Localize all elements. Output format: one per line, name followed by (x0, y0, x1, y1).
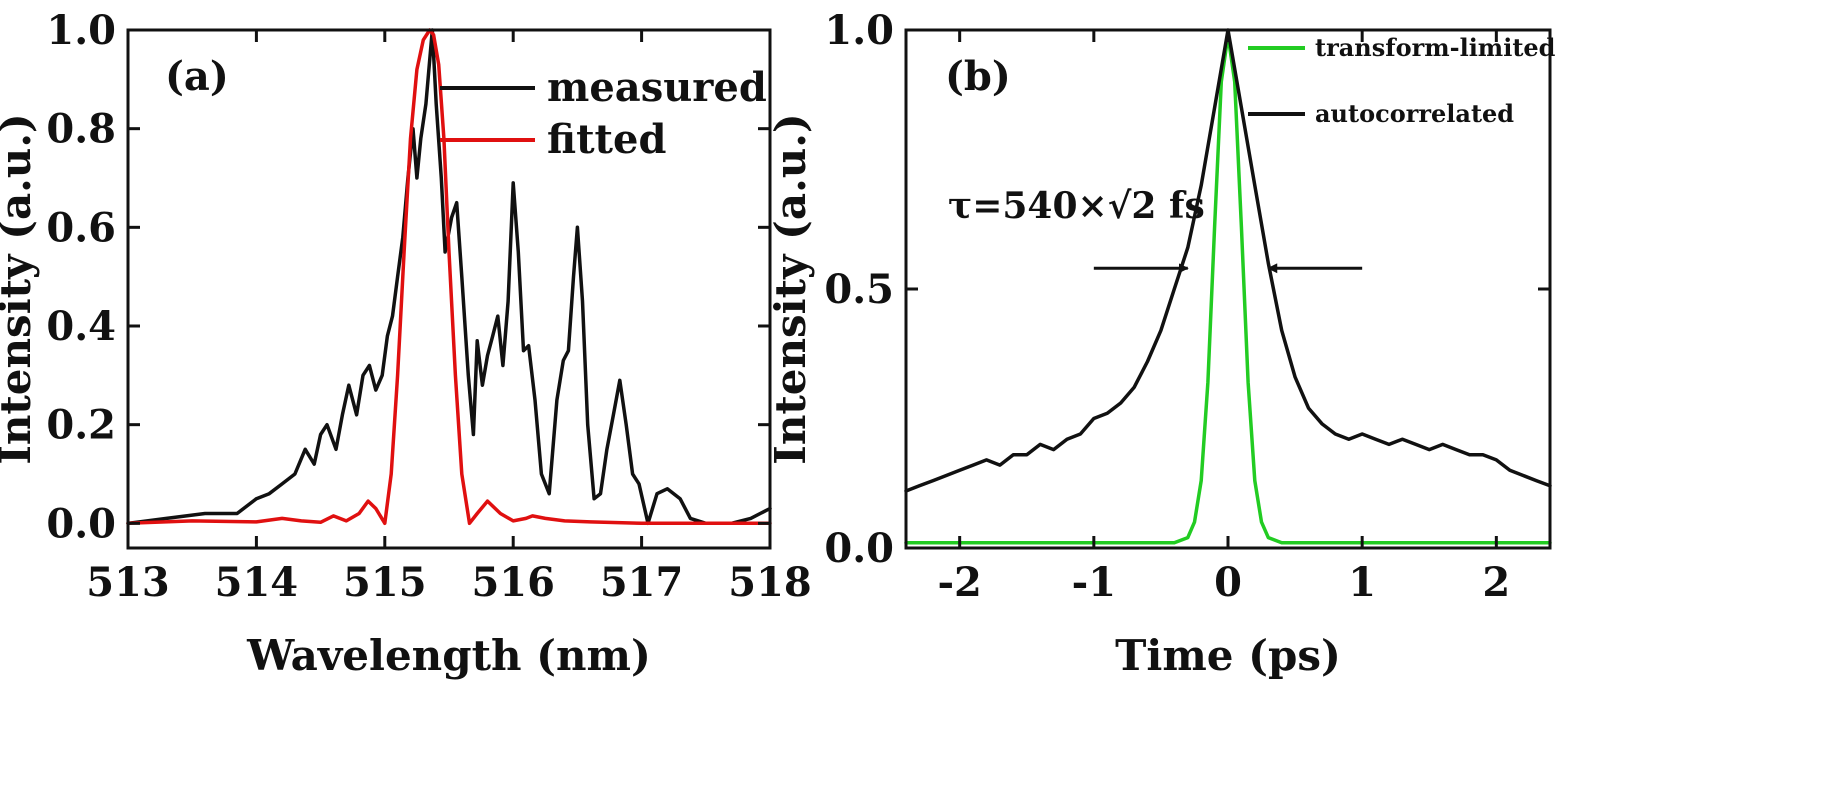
x-axis-title: Time (ps) (1115, 631, 1341, 680)
legend-label: transform-limited (1315, 33, 1556, 62)
y-tick-label: 0.4 (46, 303, 116, 350)
x-tick-label: 513 (86, 559, 170, 606)
x-tick-label: 516 (471, 559, 555, 606)
y-axis-title: Intensity (a.u.) (766, 113, 815, 465)
x-tick-label: 514 (215, 559, 299, 606)
panel-label: (a) (165, 53, 229, 100)
x-tick-label: 2 (1482, 559, 1510, 606)
x-tick-label: 1 (1348, 559, 1376, 606)
x-tick-label: -1 (1072, 559, 1116, 606)
panel-b-autocorrelation-chart: -2 -1 0 1 2 0.0 0.5 1.0 Time (ps) Intensity (a.u.… (766, 7, 1556, 680)
y-tick-label: 1.0 (824, 7, 894, 54)
pulse-width-annotation: τ=540×√2 fs (948, 185, 1205, 227)
annotation-suffix: fs (1156, 185, 1204, 227)
legend-label: autocorrelated (1315, 99, 1514, 128)
annotation-prefix: τ=540× (948, 185, 1108, 227)
x-tick-label: -2 (937, 559, 981, 606)
legend-label: measured (547, 64, 767, 111)
plot-frame (126, 28, 772, 550)
y-tick-label: 0.8 (46, 106, 116, 153)
y-tick-label: 1.0 (46, 7, 116, 54)
x-tick-label: 0 (1214, 559, 1242, 606)
y-tick-label: 0.6 (46, 204, 116, 251)
y-tick-label: 0.0 (824, 525, 894, 572)
x-axis-title: Wavelength (nm) (246, 631, 651, 680)
panel-a-spectrum-chart: 513 514 515 516 517 518 0.0 0.2 0.4 0.6 0.8 1.0 Wave… (0, 7, 812, 680)
annotation-radical: √2 (1108, 185, 1157, 227)
y-tick-label: 0.2 (46, 402, 116, 449)
y-axis-title: Intensity (a.u.) (0, 113, 40, 465)
x-tick-label: 518 (728, 559, 812, 606)
x-tick-label: 515 (343, 559, 427, 606)
x-tick-label: 517 (600, 559, 684, 606)
legend-label: fitted (547, 116, 666, 163)
panel-label: (b) (945, 53, 1011, 100)
series-line-fitted (126, 28, 772, 526)
series-line-measured (126, 28, 772, 526)
y-tick-label: 0.0 (46, 500, 116, 547)
y-tick-label: 0.5 (824, 266, 894, 313)
